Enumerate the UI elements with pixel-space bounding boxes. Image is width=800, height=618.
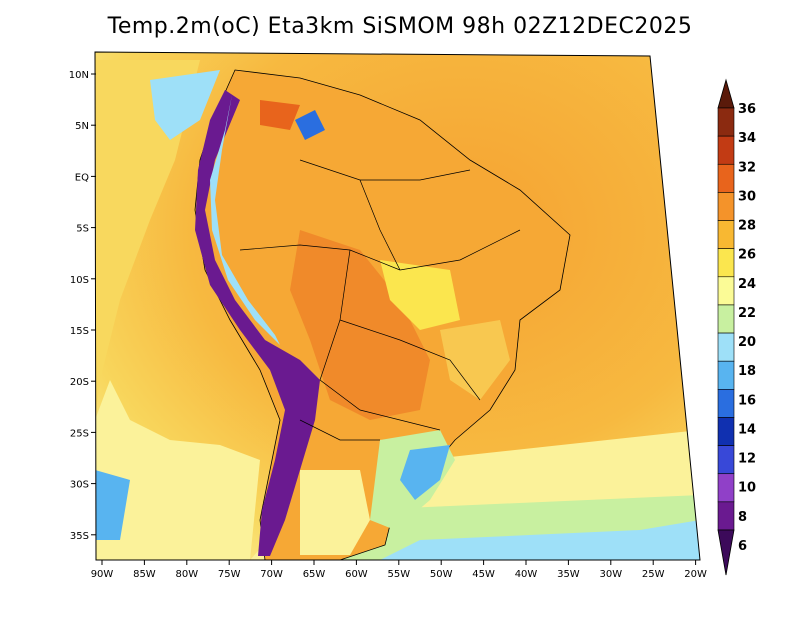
map-frame <box>94 51 701 561</box>
andes-cold-band <box>195 90 320 556</box>
colorbar-label: 24 <box>738 277 756 292</box>
lon-label: 40W <box>515 569 538 580</box>
lon-label: 80W <box>175 569 198 580</box>
colorbar-swatch <box>717 135 735 165</box>
lon-label: 50W <box>430 569 453 580</box>
colorbar-label: 10 <box>738 481 756 496</box>
colorbar-swatch <box>717 445 735 475</box>
colorbar-swatch <box>717 473 735 503</box>
ocean-southwest <box>95 380 260 560</box>
land-hot-north <box>260 100 300 130</box>
colorbar-label: 28 <box>738 219 756 234</box>
colorbar-swatch <box>717 276 735 306</box>
land-south-blue <box>400 445 450 500</box>
andes-slope-cool <box>210 95 280 345</box>
lon-label: 65W <box>303 569 326 580</box>
lon-label: 20W <box>684 569 707 580</box>
longitude-axis: 90W 85W 80W 75W 70W 65W 60W 55W 50W 45W 40W 35W 30W 2… <box>91 560 707 580</box>
country-borders <box>239 159 521 441</box>
lon-label: 85W <box>133 569 156 580</box>
land-southeast <box>440 320 510 400</box>
colorbar-swatch <box>717 360 735 390</box>
colorbar-label: 18 <box>738 364 756 379</box>
ocean-south-blue <box>380 520 700 560</box>
colorbar-label: 14 <box>738 422 756 437</box>
lat-label: 5N <box>75 121 89 132</box>
colorbar-swatch <box>717 389 735 418</box>
colorbar-label: 32 <box>738 160 756 175</box>
lon-label: 55W <box>387 569 410 580</box>
lat-label: EQ <box>75 172 89 183</box>
ocean-southwest-blue <box>95 470 130 540</box>
colorbar-swatch <box>717 501 735 531</box>
lon-label: 45W <box>472 569 495 580</box>
colorbar-bottom-arrow <box>717 529 735 576</box>
lon-label: 30W <box>599 569 622 580</box>
colorbar-swatch <box>717 248 735 278</box>
lon-label: 75W <box>218 569 241 580</box>
colorbar-label: 22 <box>738 306 756 321</box>
lat-label: 5S <box>76 224 89 235</box>
lon-label: 35W <box>557 569 580 580</box>
colorbar-label: 8 <box>738 510 747 525</box>
ocean-pacific-cool <box>150 70 220 140</box>
lat-label: 10S <box>70 275 89 286</box>
land-yellow-central <box>380 260 460 330</box>
temperature-colorbar: 36 34 32 30 28 26 24 22 20 18 16 14 12 10 8 6 <box>717 78 756 576</box>
colorbar-label: 34 <box>738 131 756 146</box>
ocean-west-cool <box>95 60 200 420</box>
colorbar-label: 20 <box>738 335 756 350</box>
guiana-highland-cool <box>295 110 325 140</box>
lat-label: 10N <box>69 70 89 81</box>
colorbar-label: 16 <box>738 393 756 408</box>
colorbar-swatch <box>717 192 735 221</box>
colorbar-swatch <box>717 107 735 137</box>
lon-label: 90W <box>91 569 114 580</box>
lon-label: 60W <box>345 569 368 580</box>
lon-label: 25W <box>642 569 665 580</box>
lon-label: 70W <box>260 569 283 580</box>
land-patagonia <box>300 470 370 555</box>
lat-label: 20S <box>70 377 89 388</box>
colorbar-swatch <box>717 417 735 446</box>
colorbar-top-arrow <box>717 78 735 109</box>
lat-label: 35S <box>70 531 89 542</box>
map-title: Temp.2m(oC) Eta3km SiSMOM 98h 02Z12DEC20… <box>107 14 693 39</box>
colorbar-label: 26 <box>738 248 756 263</box>
lat-label: 25S <box>70 428 89 439</box>
land-hot-interior <box>290 230 430 420</box>
colorbar-swatch <box>717 220 735 249</box>
latitude-axis: 10N 5N EQ 5S 10S 15S 20S 25S 30S 35S <box>69 70 96 542</box>
colorbar-swatch <box>717 163 735 193</box>
lat-label: 15S <box>70 326 89 337</box>
lat-label: 30S <box>70 480 89 491</box>
colorbar-swatch <box>717 332 735 362</box>
colorbar-label: 6 <box>738 539 747 554</box>
colorbar-label: 36 <box>738 102 756 117</box>
colorbar-label: 12 <box>738 452 756 467</box>
colorbar-swatch <box>717 304 735 334</box>
colorbar-label: 30 <box>738 189 756 204</box>
map-field <box>95 52 700 560</box>
